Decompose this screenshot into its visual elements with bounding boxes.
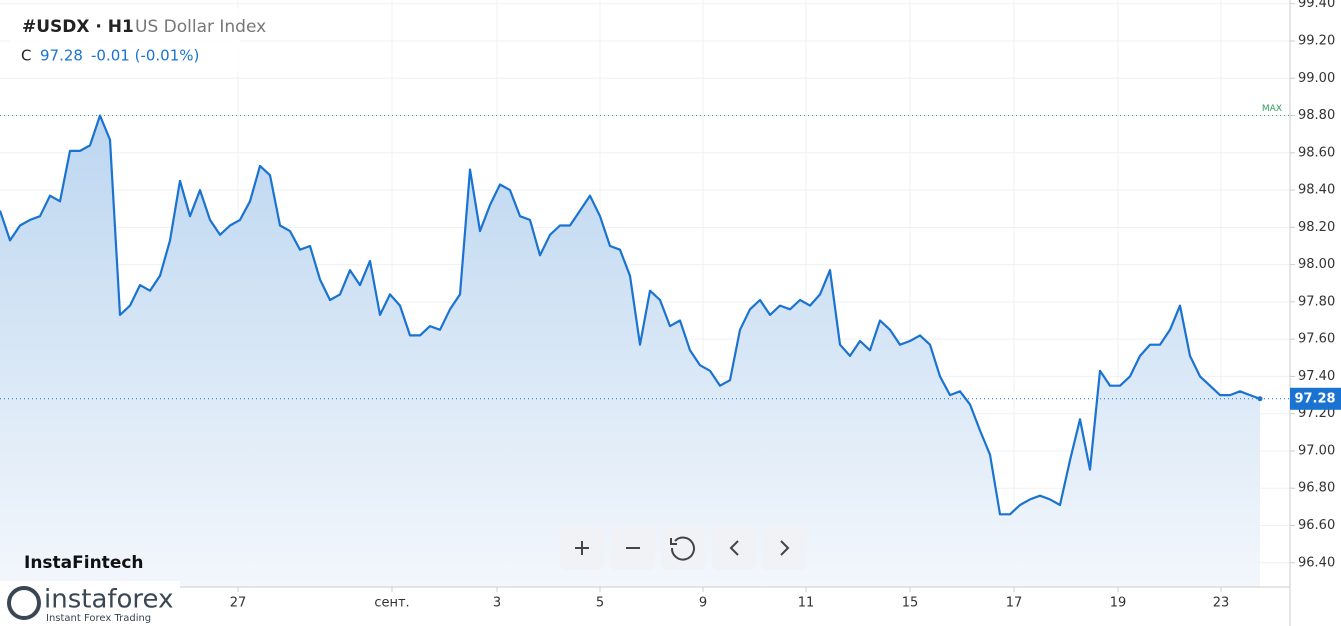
y-tick-label: 96.40 bbox=[1298, 555, 1335, 570]
x-tick-label: 11 bbox=[798, 596, 815, 611]
y-tick-label: 98.00 bbox=[1298, 257, 1335, 272]
close-label: C bbox=[21, 47, 31, 65]
legend-background bbox=[10, 8, 240, 72]
scroll-right-button[interactable] bbox=[762, 526, 806, 570]
y-tick-label: 98.60 bbox=[1298, 145, 1335, 160]
price-line bbox=[0, 114, 1261, 516]
y-tick-label: 96.80 bbox=[1298, 481, 1335, 496]
zoom-controls bbox=[560, 526, 806, 570]
current-price-label: 97.28 bbox=[1294, 391, 1335, 406]
instaforex-logo-icon bbox=[7, 586, 41, 620]
y-tick-label: 99.00 bbox=[1298, 71, 1335, 86]
max-label: MAX bbox=[1262, 104, 1282, 114]
y-tick-label: 96.60 bbox=[1298, 518, 1335, 533]
y-tick-label: 97.40 bbox=[1298, 369, 1335, 384]
y-tick-label: 97.60 bbox=[1298, 332, 1335, 347]
x-tick-label: 19 bbox=[1110, 596, 1127, 611]
x-tick-label: 3 bbox=[493, 596, 501, 611]
scroll-left-button[interactable] bbox=[712, 526, 756, 570]
y-tick-label: 99.20 bbox=[1298, 33, 1335, 48]
x-tick-label: сент. bbox=[374, 596, 409, 611]
instaforex-tagline: Instant Forex Trading bbox=[46, 613, 151, 624]
y-tick-label: 97.80 bbox=[1298, 294, 1335, 309]
y-tick-label: 98.20 bbox=[1298, 220, 1335, 235]
reset-button[interactable] bbox=[661, 526, 705, 570]
y-tick-label: 97.00 bbox=[1298, 443, 1335, 458]
y-tick-label: 97.20 bbox=[1298, 406, 1335, 421]
zoom-out-button[interactable] bbox=[611, 526, 655, 570]
x-tick-label: 17 bbox=[1006, 596, 1023, 611]
y-tick-label: 99.40 bbox=[1298, 0, 1335, 11]
fintech-logo: InstaFintech bbox=[24, 553, 144, 573]
symbol-subtitle: US Dollar Index bbox=[135, 17, 266, 37]
x-tick-label: 23 bbox=[1213, 596, 1230, 611]
change-label: -0.01 (-0.01%) bbox=[91, 47, 199, 65]
x-tick-label: 9 bbox=[699, 596, 707, 611]
y-tick-label: 98.80 bbox=[1298, 108, 1335, 123]
close-value: 97.28 bbox=[40, 47, 83, 65]
instaforex-logo: instaforex bbox=[44, 585, 173, 615]
price-area bbox=[0, 115, 1260, 587]
symbol-title: #USDX · H1 bbox=[22, 17, 134, 37]
y-tick-label: 98.40 bbox=[1298, 183, 1335, 198]
x-tick-label: 27 bbox=[230, 596, 247, 611]
x-tick-label: 15 bbox=[902, 596, 919, 611]
current-price-box bbox=[1290, 387, 1341, 410]
zoom-in-button[interactable] bbox=[560, 526, 604, 570]
x-tick-label: 5 bbox=[596, 596, 604, 611]
